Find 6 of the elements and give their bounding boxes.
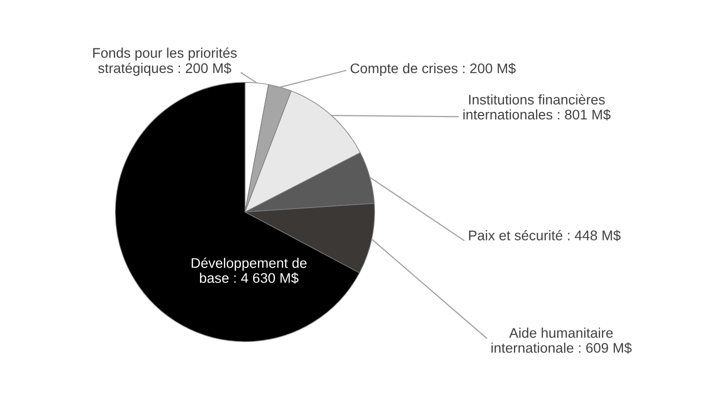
slice-label: Aide humanitaire internationale : 609 M$ [492,328,632,354]
slice-label: Fonds pour les priorités stratégiques : 200 M$ [93,48,237,76]
slice-label: Paix et sécurité : 448 M$ [469,230,621,242]
slice-label: Institutions financières internationales : 801 M$ [463,94,610,120]
slice-label: Développement de base : 4 630 M$ [192,258,307,284]
slice-label: Compte de crises : 200 M$ [350,62,516,76]
